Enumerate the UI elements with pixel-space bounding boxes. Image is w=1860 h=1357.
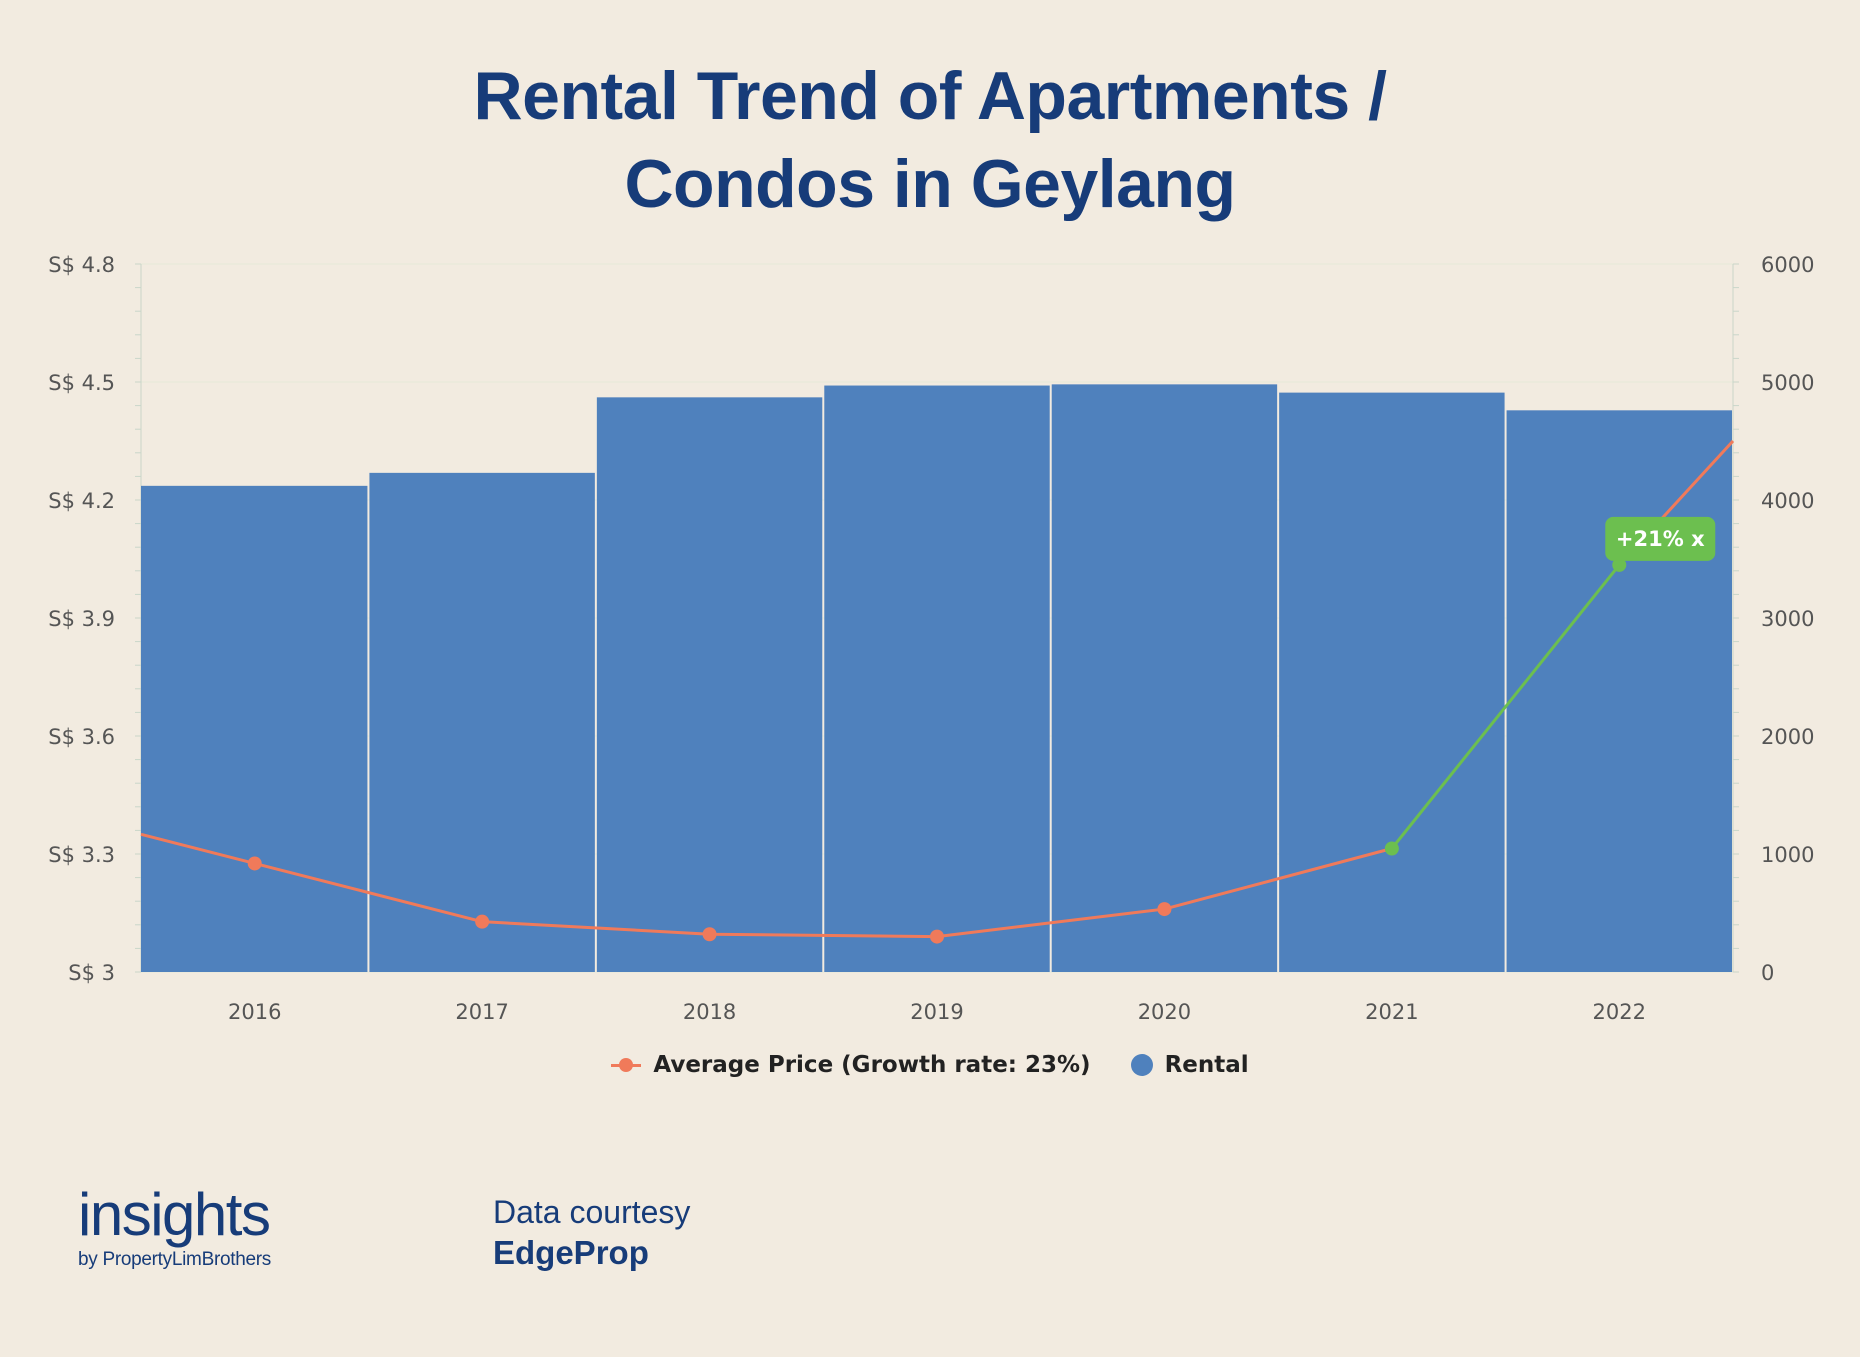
chart-title-line2: Condos in Geylang <box>624 146 1236 222</box>
left-axis-tick-label: S$ 3.3 <box>48 843 115 867</box>
right-axis-tick-label: 6000 <box>1761 253 1814 277</box>
credit-caption: Data courtesy <box>493 1194 691 1230</box>
growth-badge <box>1605 516 1716 561</box>
right-axis-tick-label: 4000 <box>1761 489 1814 513</box>
logo-wordmark: insights <box>78 1181 271 1248</box>
legend-line-marker-icon <box>611 1055 642 1075</box>
average-price-point <box>247 856 262 871</box>
rental-bar <box>369 472 595 972</box>
x-axis-tick-label: 2018 <box>683 1000 736 1024</box>
rental-bar <box>824 385 1050 972</box>
legend-rental-label: Rental <box>1164 1052 1249 1078</box>
growth-badge-label: +21% x <box>1616 527 1705 551</box>
left-axis-tick-label: S$ 3.9 <box>48 607 115 631</box>
right-axis-tick-label: 1000 <box>1761 843 1814 867</box>
x-axis-tick-label: 2021 <box>1365 1000 1418 1024</box>
left-axis-tick-label: S$ 3 <box>68 961 115 985</box>
x-axis-tick-label: 2017 <box>455 1000 508 1024</box>
rental-bar <box>596 397 823 973</box>
chart-title-line1: Rental Trend of Apartments / <box>473 58 1387 134</box>
left-axis-tick-label: S$ 4.8 <box>48 253 115 277</box>
legend-circle-marker-icon <box>1130 1054 1153 1076</box>
credit-source: EdgeProp <box>493 1234 649 1271</box>
average-price-point <box>930 929 944 944</box>
legend-price-label: Average Price (Growth rate: 23%) <box>653 1052 1091 1078</box>
right-axis-tick-label: 2000 <box>1761 725 1814 749</box>
average-price-point <box>702 927 717 942</box>
rental-trend-chart: S$ 3 S$ 3.3 S$ 3.6 S$ 3.9 S$ 4.2 S$ 4.5 S$ 4.8… <box>48 253 1814 1024</box>
growth-highlight-segment <box>1390 563 1621 850</box>
right-axis-tick-label: 3000 <box>1761 607 1814 631</box>
chart-legend: Average Price (Growth rate: 23%) Rental <box>0 1052 1860 1078</box>
x-axis-tick-label: 2016 <box>228 1000 281 1024</box>
left-axis-tick-label: S$ 4.2 <box>48 489 115 513</box>
average-price-point <box>1384 841 1399 856</box>
left-axis-tick-label: S$ 3.6 <box>48 725 115 749</box>
x-axis-tick-label: 2022 <box>1593 1000 1646 1024</box>
insights-logo: insights by PropertyLimBrothers <box>78 1185 271 1271</box>
legend-item-average-price[interactable]: Average Price (Growth rate: 23%) <box>611 1052 1091 1078</box>
left-axis-tick-label: S$ 4.5 <box>48 371 115 395</box>
data-credit: Data courtesy EdgeProp <box>493 1192 690 1274</box>
right-axis-tick-label: 5000 <box>1761 371 1814 395</box>
x-axis-tick-label: 2020 <box>1138 1000 1191 1024</box>
average-price-point <box>1157 902 1172 917</box>
rental-bar <box>141 485 368 972</box>
rental-bar <box>1279 392 1505 972</box>
legend-item-rental[interactable]: Rental <box>1130 1052 1249 1078</box>
average-price-point <box>475 914 490 929</box>
chart-title: Rental Trend of Apartments / Condos in G… <box>0 52 1860 228</box>
right-axis-tick-label: 0 <box>1761 961 1774 985</box>
average-price-point <box>1612 557 1627 572</box>
x-axis-tick-label: 2019 <box>910 1000 963 1024</box>
rental-bar <box>1051 384 1278 972</box>
logo-byline: by PropertyLimBrothers <box>78 1249 271 1270</box>
rental-bar <box>1506 410 1732 972</box>
